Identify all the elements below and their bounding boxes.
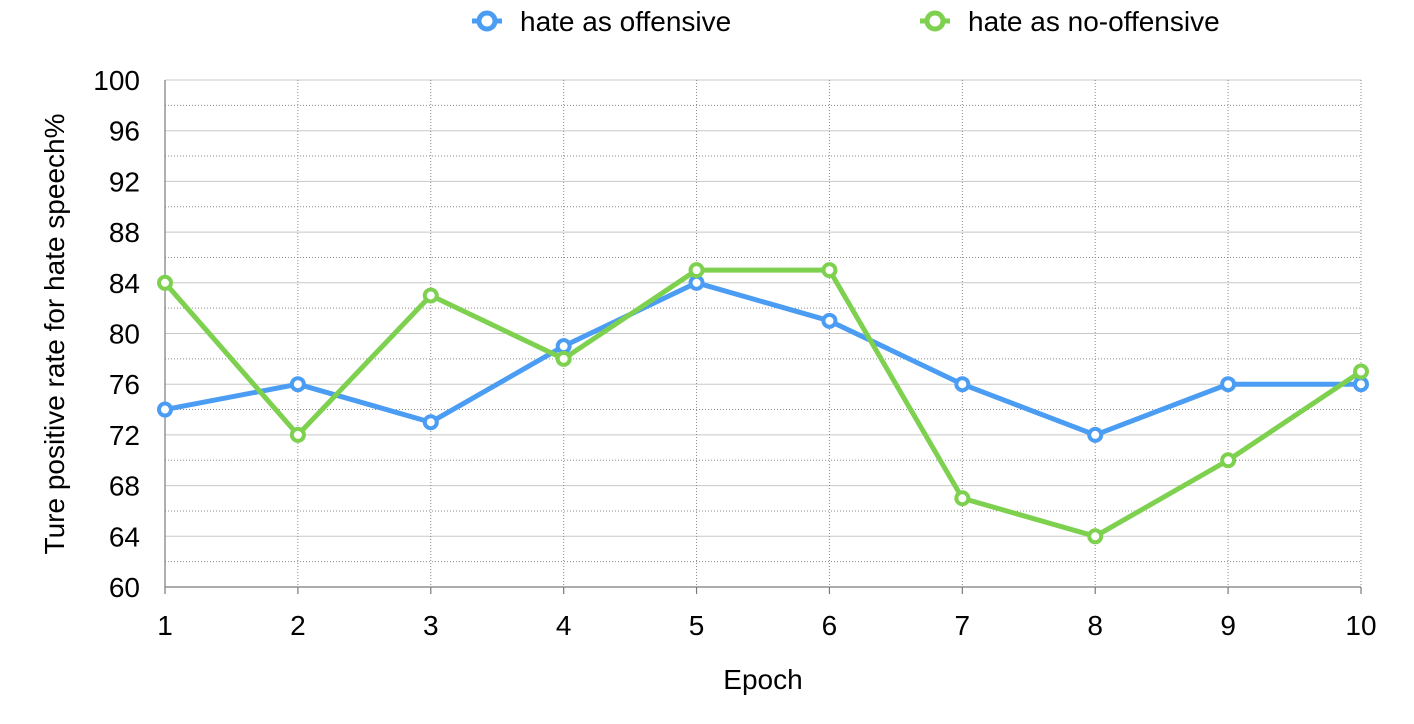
data-point [1353,376,1369,393]
legend: hate as offensive hate as no-offensive [472,6,1220,37]
data-point [157,274,173,291]
data-point [289,376,306,393]
x-tick-label: 4 [556,610,572,641]
data-point [954,490,971,507]
y-tick-label: 88 [109,217,140,248]
tick-labels: 1 2 3 4 5 6 7 8 9 10 60 64 68 72 76 80 84 88 92 96 100 [93,65,1376,641]
legend-marker [924,10,946,32]
data-point [821,312,838,329]
data-point [688,274,705,291]
series-line [164,280,1361,438]
y-tick-label: 84 [109,268,140,299]
legend-marker [476,10,498,32]
data-point [157,401,173,418]
x-tick-label: 8 [1087,610,1103,641]
data-point [1087,528,1104,545]
series-line [163,267,1363,539]
data-point [422,287,439,304]
data-point [1220,376,1237,393]
data-point [1220,452,1237,469]
y-tick-label: 72 [109,420,140,451]
data-point [555,350,572,367]
data-point [1353,363,1369,380]
legend-label: hate as offensive [520,6,731,37]
x-tick-label: 5 [689,610,705,641]
y-tick-label: 68 [109,471,140,502]
legend-item: hate as no-offensive [920,6,1220,37]
x-tick-label: 3 [423,610,439,641]
y-tick-label: 64 [109,521,140,552]
legend-label: hate as no-offensive [968,6,1220,37]
x-tick-label: 2 [290,610,306,641]
x-tick-label: 10 [1345,610,1376,641]
series-lines [157,262,1369,545]
y-axis-title: Ture positive rate for hate speech% [39,114,70,555]
y-tick-label: 92 [109,166,140,197]
legend-item: hate as offensive [472,6,731,37]
series-2 [157,262,1369,545]
data-point [688,262,705,279]
data-point [555,338,572,355]
y-tick-label: 100 [93,65,140,96]
x-axis-title: Epoch [723,664,802,695]
series-1 [157,274,1369,443]
y-tick-label: 76 [109,369,140,400]
x-tick-label: 1 [157,610,173,641]
x-tick-label: 9 [1220,610,1236,641]
grid [165,79,1362,587]
data-point [1087,426,1104,443]
axes [164,80,1362,594]
x-tick-label: 6 [822,610,838,641]
data-point [954,376,971,393]
y-tick-label: 80 [109,319,140,350]
x-tick-label: 7 [955,610,971,641]
data-point [821,262,838,279]
y-tick-label: 96 [109,116,140,147]
y-tick-label: 60 [109,572,140,603]
data-point [422,414,439,431]
data-point [289,426,306,443]
